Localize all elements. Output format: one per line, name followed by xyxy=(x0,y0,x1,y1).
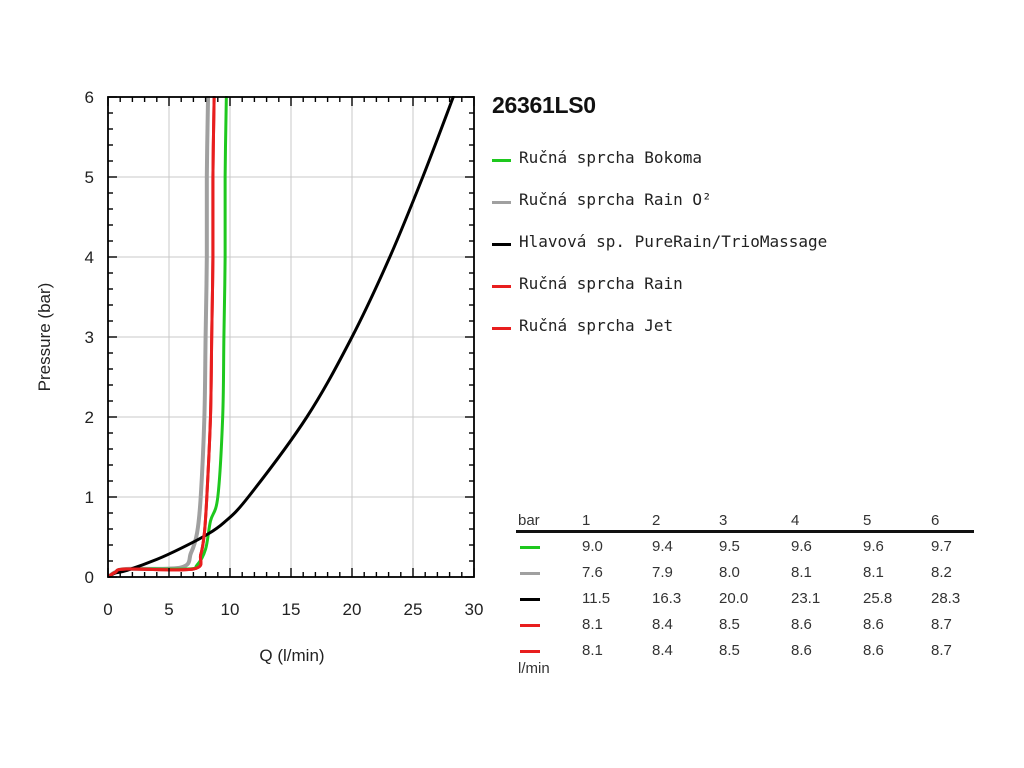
table-row-swatch xyxy=(520,598,540,601)
legend-swatch xyxy=(492,327,511,330)
table-pressure-header: 6 xyxy=(931,512,940,529)
table-flow-value: 16.3 xyxy=(652,590,682,607)
x-tick-label: 0 xyxy=(103,600,112,619)
plot-frame xyxy=(107,96,475,578)
y-tick-label: 0 xyxy=(85,568,94,587)
legend-label: Hlavová sp. PureRain/TrioMassage xyxy=(519,232,828,251)
y-axis-label: Pressure (bar) xyxy=(35,282,54,392)
model-number-title: 26361LS0 xyxy=(492,92,596,118)
legend-item: Hlavová sp. PureRain/TrioMassage xyxy=(492,232,912,256)
table-flow-value: 8.0 xyxy=(719,564,740,581)
table-row-swatch xyxy=(520,624,540,627)
legend-item: Ručná sprcha Bokoma xyxy=(492,148,912,172)
table-pressure-unit: bar xyxy=(518,512,540,529)
table-flow-value: 8.1 xyxy=(582,616,603,633)
table-pressure-header: 3 xyxy=(719,512,728,529)
table-pressure-header: 1 xyxy=(582,512,591,529)
y-tick-label: 1 xyxy=(85,488,94,507)
legend-label: Ručná sprcha Rain xyxy=(519,274,683,293)
series-line xyxy=(108,96,216,578)
table-flow-value: 8.7 xyxy=(931,616,952,633)
table-flow-value: 8.2 xyxy=(931,564,952,581)
table-flow-value: 7.9 xyxy=(652,564,673,581)
table-flow-value: 8.6 xyxy=(791,642,812,659)
x-tick-label: 30 xyxy=(465,600,484,619)
table-flow-value: 8.6 xyxy=(791,616,812,633)
x-tick-label: 20 xyxy=(343,600,362,619)
table-flow-value: 20.0 xyxy=(719,590,749,607)
legend-swatch xyxy=(492,285,511,288)
table-flow-value: 8.6 xyxy=(863,642,884,659)
table-flow-value: 9.0 xyxy=(582,538,603,555)
y-tick-label: 5 xyxy=(85,168,94,187)
table-flow-unit: l/min xyxy=(518,660,550,677)
x-tick-label: 15 xyxy=(282,600,301,619)
table-header-rule xyxy=(516,530,974,533)
y-tick-label: 3 xyxy=(85,328,94,347)
table-flow-value: 25.8 xyxy=(863,590,893,607)
legend-label: Ručná sprcha Rain O² xyxy=(519,190,712,209)
table-pressure-header: 5 xyxy=(863,512,872,529)
table-row-swatch xyxy=(520,650,540,653)
y-tick-label: 6 xyxy=(85,88,94,107)
chart-tick-labels: 0 5 10 15 20 25 30 0 1 2 3 4 5 6 xyxy=(85,88,484,619)
table-flow-value: 11.5 xyxy=(582,590,611,607)
legend-swatch xyxy=(492,159,511,162)
legend-item: Ručná sprcha Rain xyxy=(492,274,912,298)
x-axis-label: Q (l/min) xyxy=(259,646,325,665)
legend-item: Ručná sprcha Jet xyxy=(492,316,912,340)
table-pressure-header: 4 xyxy=(791,512,800,529)
table-row-swatch xyxy=(520,572,540,575)
table-flow-value: 8.4 xyxy=(652,616,673,633)
chart-grid xyxy=(108,97,474,577)
legend-swatch xyxy=(492,243,511,246)
table-flow-value: 8.5 xyxy=(719,616,740,633)
chart-series xyxy=(108,96,455,578)
table-flow-value: 8.4 xyxy=(652,642,673,659)
legend-label: Ručná sprcha Bokoma xyxy=(519,148,703,167)
table-flow-value: 8.1 xyxy=(582,642,603,659)
table-flow-value: 9.7 xyxy=(931,538,952,555)
chart-frame xyxy=(107,96,475,578)
legend-item: Ručná sprcha Rain O² xyxy=(492,190,912,214)
table-flow-value: 8.1 xyxy=(791,564,812,581)
y-tick-label: 2 xyxy=(85,408,94,427)
table-flow-value: 8.1 xyxy=(863,564,884,581)
legend-swatch xyxy=(492,201,511,204)
x-tick-label: 10 xyxy=(221,600,240,619)
table-row-swatch xyxy=(520,546,540,549)
table-flow-value: 8.7 xyxy=(931,642,952,659)
table-flow-value: 8.6 xyxy=(863,616,884,633)
table-flow-value: 23.1 xyxy=(791,590,821,607)
table-flow-value: 9.5 xyxy=(719,538,740,555)
table-flow-value: 7.6 xyxy=(582,564,603,581)
y-tick-label: 4 xyxy=(85,248,94,267)
x-tick-label: 5 xyxy=(164,600,173,619)
table-flow-value: 28.3 xyxy=(931,590,961,607)
flow-rate-table: bar l/min 1 2 3 4 5 6 9.0 9.4 9.5 9.6 9.6 9.7 7.6 7.9… xyxy=(516,510,976,680)
table-flow-value: 9.4 xyxy=(652,538,673,555)
table-flow-value: 9.6 xyxy=(791,538,812,555)
table-flow-value: 9.6 xyxy=(863,538,884,555)
table-flow-value: 8.5 xyxy=(719,642,740,659)
x-tick-label: 25 xyxy=(404,600,423,619)
legend-label: Ručná sprcha Jet xyxy=(519,316,674,335)
table-pressure-header: 2 xyxy=(652,512,661,529)
